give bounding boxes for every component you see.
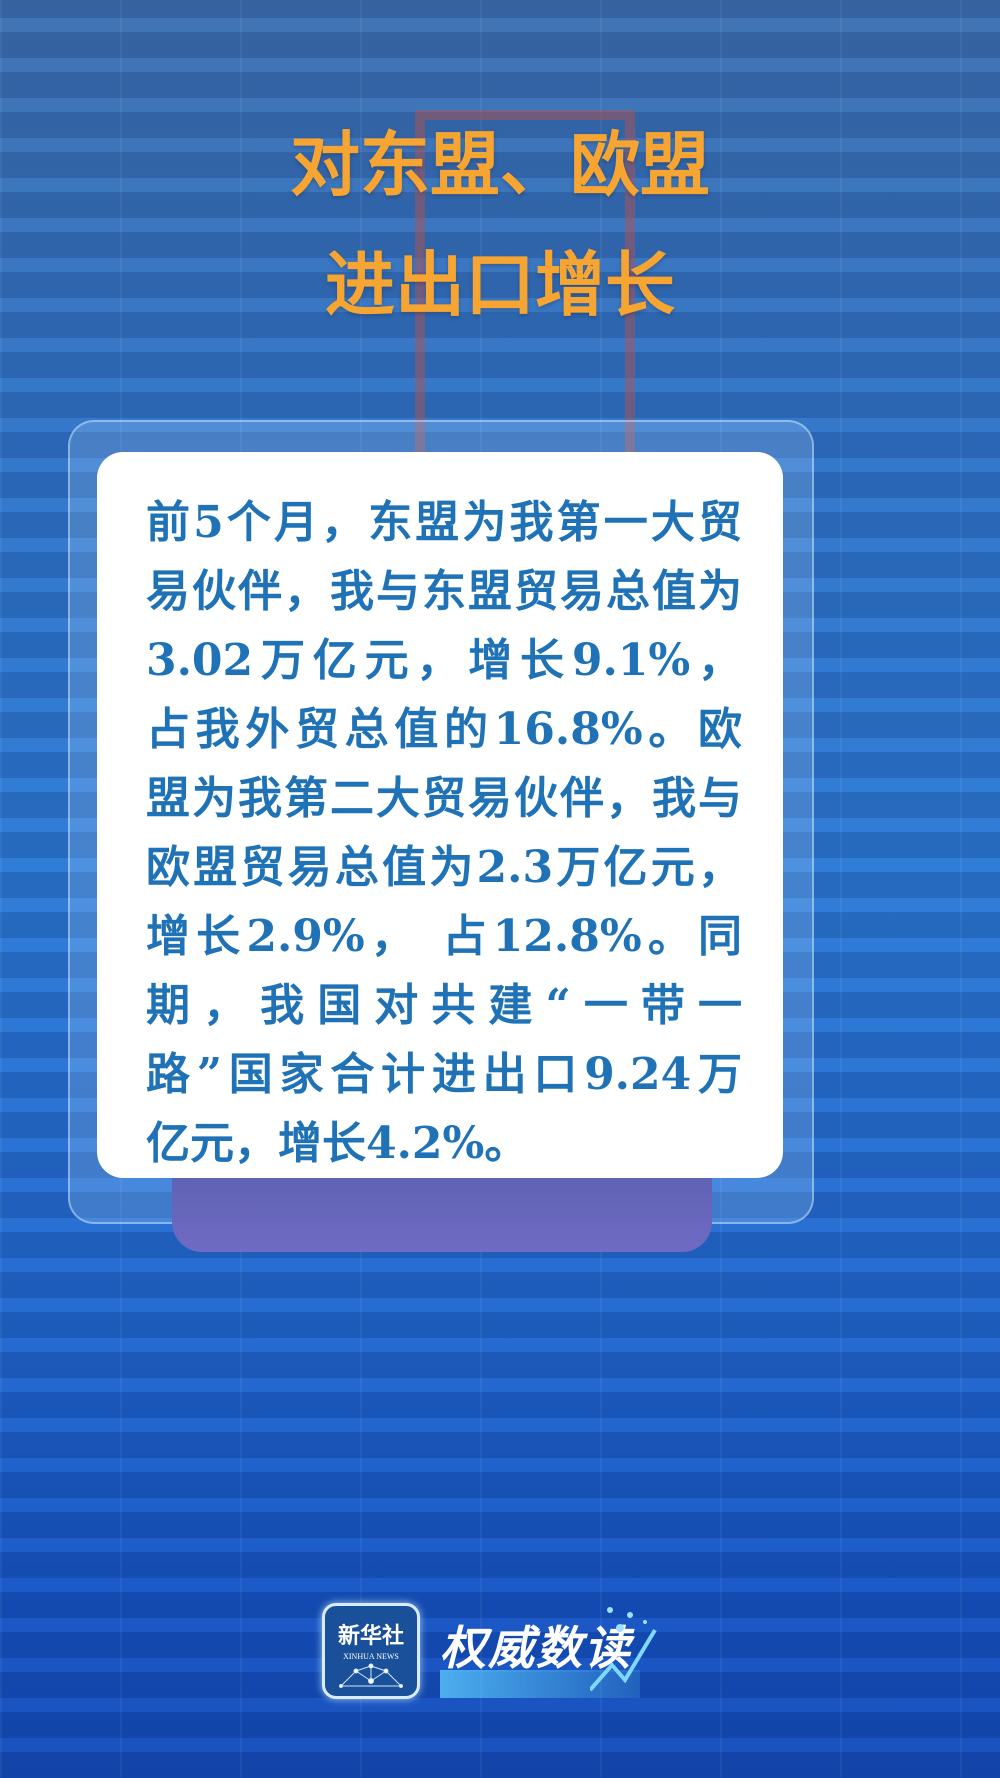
xinhua-logo: 新华社 XINHUA NEWS: [322, 1603, 420, 1699]
title-line-2: 进出口增长: [325, 244, 675, 326]
body-line: 易伙伴，我与东盟贸易总值为: [146, 566, 742, 617]
body-line: 期，我国对共建“一带一: [146, 980, 742, 1031]
body-line: 欧盟贸易总值为2.3万亿元，: [146, 842, 742, 893]
body-line: 占我外贸总值的16.8%。欧: [146, 704, 742, 755]
logo-cn-text: 新华社: [337, 1624, 404, 1649]
body-line: 路”国家合计进出口9.24万: [146, 1049, 742, 1100]
body-line: 3.02万亿元，增长9.1%，: [146, 635, 742, 686]
logo-en-text: XINHUA NEWS: [343, 1652, 399, 1661]
body-line: 盟为我第二大贸易伙伴，我与: [146, 773, 742, 824]
body-line: 亿元，增长4.2%。: [146, 1118, 529, 1169]
body-line: 前5个月，东盟为我第一大贸: [146, 497, 742, 548]
body-text: 前5个月，东盟为我第一大贸 易伙伴，我与东盟贸易总值为 3.02万亿元，增长9.…: [146, 488, 742, 1178]
background-crane: [415, 110, 635, 480]
title-line-1: 对东盟、欧盟: [290, 124, 710, 206]
brand-underline: [440, 1670, 640, 1698]
network-icon: [339, 1663, 403, 1688]
body-line: 增长2.9%， 占12.8%。同: [146, 911, 742, 962]
text-card: [97, 452, 783, 1178]
trend-chart-icon: [590, 1607, 657, 1692]
brand-title: 权威数读: [440, 1621, 632, 1675]
